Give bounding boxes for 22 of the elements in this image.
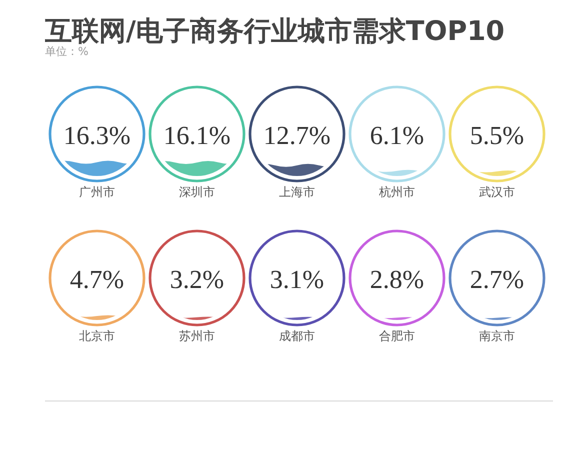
data-label: 3.2% [170, 265, 224, 294]
category-label: 南京市 [479, 329, 515, 343]
data-label: 3.1% [270, 265, 324, 294]
category-label: 苏州市 [179, 329, 215, 343]
category-label: 成都市 [279, 329, 315, 343]
data-label: 2.8% [370, 265, 424, 294]
data-label: 16.1% [163, 121, 231, 150]
text: 互联网/电子商务行业城市需求TOP10 [44, 16, 505, 47]
text: 单位：% [45, 45, 88, 58]
category-label: 深圳市 [179, 185, 215, 199]
data-label: 12.7% [263, 121, 331, 150]
data-label: 4.7% [70, 265, 124, 294]
data-label: 16.3% [63, 121, 131, 150]
category-label: 杭州市 [378, 185, 415, 199]
category-label: 北京市 [79, 329, 115, 343]
data-label: 6.1% [370, 121, 424, 150]
category-label: 广州市 [79, 185, 115, 199]
category-label: 合肥市 [379, 329, 415, 343]
category-label: 武汉市 [479, 185, 515, 199]
category-label: 上海市 [279, 185, 315, 199]
data-label: 2.7% [470, 265, 524, 294]
data-label: 5.5% [470, 121, 524, 150]
